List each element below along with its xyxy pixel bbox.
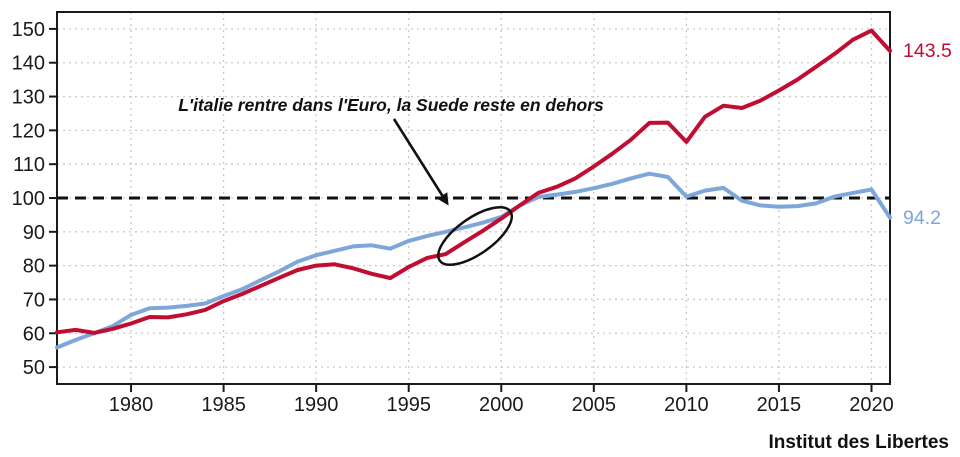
x-tick-label: 2005 [572, 394, 617, 416]
x-tick-label: 2015 [757, 394, 802, 416]
y-tick-label: 120 [12, 120, 45, 142]
x-tick-label: 2000 [479, 394, 524, 416]
x-tick-label: 1995 [386, 394, 431, 416]
end-label-suede: 94.2 [903, 207, 941, 229]
annotation-arrow [392, 118, 449, 206]
y-tick-label: 150 [12, 19, 45, 41]
credit-text: Institut des Libertes [768, 432, 949, 453]
annotation-group: L'italie rentre dans l'Euro, la Suede re… [178, 95, 604, 266]
x-tick-label: 1980 [109, 394, 154, 416]
annotation-text: L'italie rentre dans l'Euro, la Suede re… [178, 95, 604, 115]
y-tick-label: 50 [23, 357, 45, 379]
x-tick-label: 2010 [664, 394, 709, 416]
annotation-ellipse [437, 206, 513, 266]
y-tick-label: 130 [12, 87, 45, 109]
y-tick-label: 100 [12, 188, 45, 210]
y-tick-label: 110 [13, 154, 45, 176]
y-tick-label: 80 [23, 256, 45, 278]
y-tick-label: 140 [12, 53, 45, 75]
axis-layer: 50 60 70 80 90 100 110 120 130 140 150 1980 1985 1990… [12, 19, 894, 416]
y-tick-label: 60 [23, 323, 45, 345]
series-layer [55, 28, 892, 350]
x-tick-label: 1990 [294, 394, 339, 416]
x-tick-label: 2020 [849, 394, 894, 416]
end-label-italie: 143.5 [903, 40, 952, 62]
y-tick-label: 90 [23, 222, 45, 244]
series-line-suede [55, 171, 892, 350]
series-line-italie [55, 28, 892, 335]
x-tick-label: 1985 [201, 394, 246, 416]
y-tick-label: 70 [23, 289, 45, 311]
